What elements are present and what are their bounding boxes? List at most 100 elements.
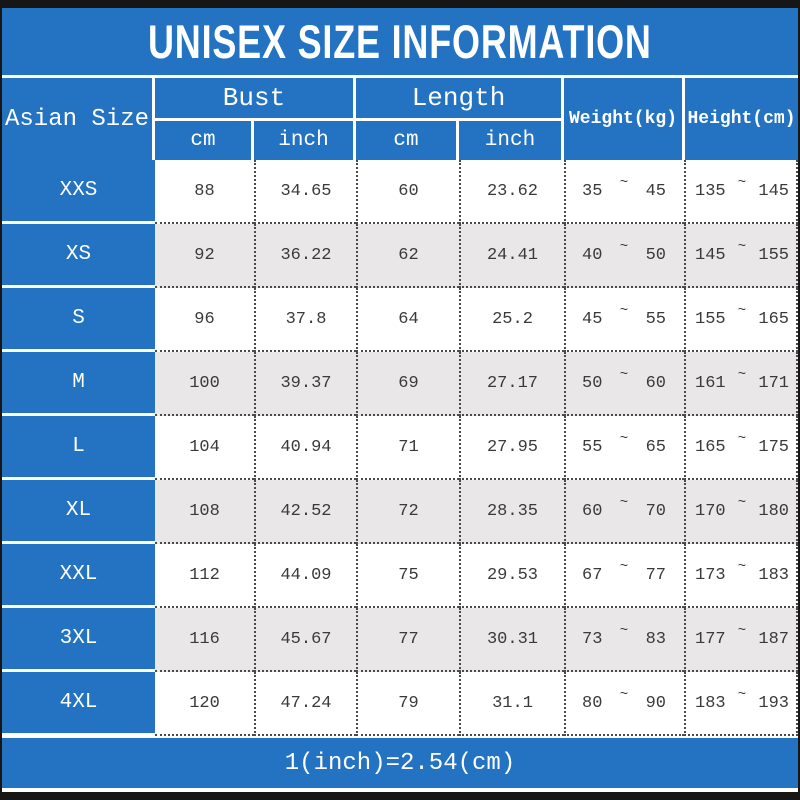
bust-inch-cell: 39.37 xyxy=(254,352,356,416)
length-cm-cell: 69 xyxy=(356,352,459,416)
tilde-separator: ~ xyxy=(737,687,747,703)
table-row: XL 108 42.52 72 28.35 60 ~ 70 170 ~ 180 xyxy=(2,480,798,544)
bust-cm-cell: 108 xyxy=(155,480,254,544)
tilde-separator: ~ xyxy=(737,303,747,319)
size-label: XL xyxy=(2,480,155,544)
weight-min: 45 xyxy=(582,309,603,329)
size-label: XXS xyxy=(2,160,155,224)
header-bust: Bust xyxy=(155,78,353,118)
tilde-separator: ~ xyxy=(619,239,629,255)
height-max: 193 xyxy=(758,693,789,713)
tilde-separator: ~ xyxy=(737,623,747,639)
tilde-separator: ~ xyxy=(619,303,629,319)
tilde-separator: ~ xyxy=(619,495,629,511)
weight-max: 65 xyxy=(645,437,666,457)
table-header: Asian Size Bust Length Weight(kg) Height… xyxy=(2,78,798,160)
weight-min: 50 xyxy=(582,373,603,393)
tilde-separator: ~ xyxy=(737,175,747,191)
length-inch-cell: 30.31 xyxy=(459,608,564,672)
weight-min: 40 xyxy=(582,245,603,265)
length-cm-cell: 62 xyxy=(356,224,459,288)
height-min: 183 xyxy=(695,693,726,713)
header-length-cm: cm xyxy=(356,121,456,160)
table-row: XS 92 36.22 62 24.41 40 ~ 50 145 ~ 155 xyxy=(2,224,798,288)
header-bust-inch: inch xyxy=(254,121,353,160)
height-range-cell: 170 ~ 180 xyxy=(684,480,798,544)
tilde-separator: ~ xyxy=(619,559,629,575)
header-length: Length xyxy=(356,78,561,118)
size-label: S xyxy=(2,288,155,352)
bust-inch-cell: 36.22 xyxy=(254,224,356,288)
length-cm-cell: 60 xyxy=(356,160,459,224)
length-cm-cell: 79 xyxy=(356,672,459,736)
bust-inch-cell: 42.52 xyxy=(254,480,356,544)
height-max: 187 xyxy=(758,629,789,649)
table-row: XXL 112 44.09 75 29.53 67 ~ 77 173 ~ 183 xyxy=(2,544,798,608)
bust-inch-cell: 45.67 xyxy=(254,608,356,672)
weight-min: 67 xyxy=(582,565,603,585)
tilde-separator: ~ xyxy=(737,239,747,255)
size-label: 3XL xyxy=(2,608,155,672)
tilde-separator: ~ xyxy=(619,367,629,383)
size-label: 4XL xyxy=(2,672,155,736)
bottom-black-bar xyxy=(0,792,800,800)
length-cm-cell: 77 xyxy=(356,608,459,672)
weight-range-cell: 50 ~ 60 xyxy=(564,352,684,416)
height-max: 180 xyxy=(758,501,789,521)
weight-max: 90 xyxy=(645,693,666,713)
length-inch-cell: 29.53 xyxy=(459,544,564,608)
tilde-separator: ~ xyxy=(619,623,629,639)
height-range-cell: 135 ~ 145 xyxy=(684,160,798,224)
header-bust-cm: cm xyxy=(155,121,251,160)
length-cm-cell: 64 xyxy=(356,288,459,352)
footer-band: 1(inch)=2.54(cm) xyxy=(2,738,798,788)
tilde-separator: ~ xyxy=(737,559,747,575)
tilde-separator: ~ xyxy=(619,431,629,447)
weight-min: 60 xyxy=(582,501,603,521)
table-row: 4XL 120 47.24 79 31.1 80 ~ 90 183 ~ 193 xyxy=(2,672,798,736)
table-row: 3XL 116 45.67 77 30.31 73 ~ 83 177 ~ 187 xyxy=(2,608,798,672)
tilde-separator: ~ xyxy=(737,431,747,447)
bust-cm-cell: 88 xyxy=(155,160,254,224)
header-weight: Weight(kg) xyxy=(564,78,682,160)
height-range-cell: 145 ~ 155 xyxy=(684,224,798,288)
tilde-separator: ~ xyxy=(619,687,629,703)
height-range-cell: 161 ~ 171 xyxy=(684,352,798,416)
height-min: 135 xyxy=(695,181,726,201)
bust-inch-cell: 34.65 xyxy=(254,160,356,224)
bust-cm-cell: 120 xyxy=(155,672,254,736)
table-row: M 100 39.37 69 27.17 50 ~ 60 161 ~ 171 xyxy=(2,352,798,416)
weight-max: 70 xyxy=(645,501,666,521)
weight-range-cell: 55 ~ 65 xyxy=(564,416,684,480)
height-range-cell: 177 ~ 187 xyxy=(684,608,798,672)
height-min: 155 xyxy=(695,309,726,329)
height-min: 170 xyxy=(695,501,726,521)
conversion-note: 1(inch)=2.54(cm) xyxy=(284,749,516,777)
size-label: L xyxy=(2,416,155,480)
height-min: 177 xyxy=(695,629,726,649)
tilde-separator: ~ xyxy=(619,175,629,191)
weight-min: 73 xyxy=(582,629,603,649)
height-max: 171 xyxy=(758,373,789,393)
weight-range-cell: 45 ~ 55 xyxy=(564,288,684,352)
table-row: L 104 40.94 71 27.95 55 ~ 65 165 ~ 175 xyxy=(2,416,798,480)
table-body: XXS 88 34.65 60 23.62 35 ~ 45 135 ~ 145 … xyxy=(2,160,798,736)
height-min: 161 xyxy=(695,373,726,393)
length-inch-cell: 31.1 xyxy=(459,672,564,736)
header-height: Height(cm) xyxy=(685,78,798,160)
weight-min: 80 xyxy=(582,693,603,713)
height-min: 173 xyxy=(695,565,726,585)
weight-max: 45 xyxy=(645,181,666,201)
weight-min: 35 xyxy=(582,181,603,201)
weight-max: 77 xyxy=(645,565,666,585)
weight-range-cell: 80 ~ 90 xyxy=(564,672,684,736)
weight-range-cell: 73 ~ 83 xyxy=(564,608,684,672)
bust-cm-cell: 112 xyxy=(155,544,254,608)
length-cm-cell: 75 xyxy=(356,544,459,608)
height-max: 145 xyxy=(758,181,789,201)
weight-range-cell: 67 ~ 77 xyxy=(564,544,684,608)
bust-cm-cell: 96 xyxy=(155,288,254,352)
size-label: XXL xyxy=(2,544,155,608)
top-black-bar xyxy=(0,0,800,8)
